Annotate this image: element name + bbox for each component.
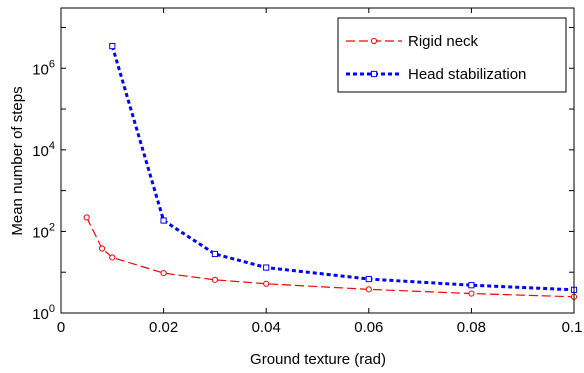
data-point: [109, 254, 116, 261]
legend-label-1: Rigid neck: [408, 33, 479, 50]
x-axis-label: Ground texture (rad): [250, 351, 386, 368]
legend-marker: [370, 70, 378, 78]
x-tick-label: 0.08: [457, 319, 486, 336]
y-tick-label: 106: [32, 58, 55, 78]
y-tick-label: 102: [32, 221, 55, 241]
data-point: [468, 290, 475, 297]
legend: Rigid neck Head stabilization: [337, 17, 567, 93]
series-line-1: [86, 217, 575, 298]
y-axis-label: Mean number of steps: [9, 86, 26, 235]
data-point: [109, 42, 116, 50]
data-point: [263, 264, 270, 271]
x-tick-label: 0.1: [562, 319, 583, 336]
x-axis: 0 0.02 0.04 0.06 0.08 0.1: [57, 8, 583, 336]
data-point: [211, 250, 219, 258]
legend-box: [337, 17, 567, 93]
x-tick-label: 0.02: [149, 319, 178, 336]
data-point: [365, 286, 372, 293]
data-point: [98, 245, 106, 252]
legend-label-2: Head stabilization: [408, 66, 526, 83]
data-point: [468, 282, 475, 289]
data-point: [263, 280, 270, 287]
x-tick-label: 0.06: [354, 319, 383, 336]
data-point: [83, 214, 90, 221]
legend-marker: [370, 37, 378, 45]
y-axis: 100 102 104 106: [32, 26, 574, 323]
data-point: [211, 276, 218, 283]
data-point: [160, 270, 167, 277]
y-tick-label: 100: [32, 303, 55, 323]
x-tick-label: 0: [57, 319, 65, 336]
plot-frame: [60, 7, 575, 314]
data-point: [365, 275, 372, 283]
data-point: [160, 217, 167, 224]
y-tick-label: 104: [32, 140, 55, 160]
x-tick-label: 0.04: [252, 319, 281, 336]
